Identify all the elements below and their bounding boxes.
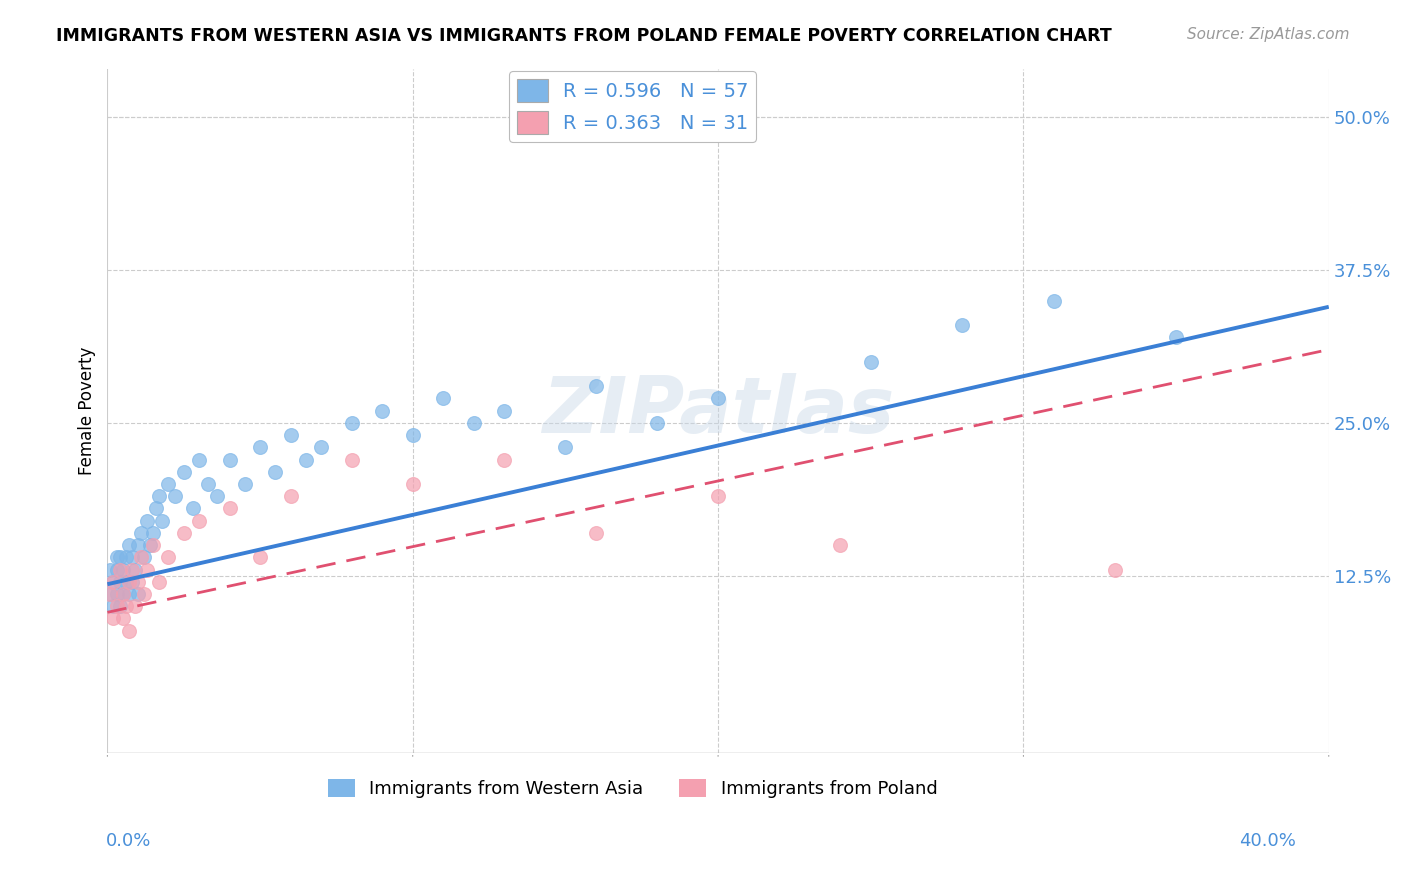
Point xyxy=(129,525,152,540)
Point xyxy=(1164,330,1187,344)
Point xyxy=(105,587,128,601)
Point xyxy=(148,574,170,589)
Point xyxy=(707,489,730,503)
Point xyxy=(114,599,136,614)
Point xyxy=(127,538,149,552)
Point xyxy=(139,538,162,552)
Point xyxy=(181,501,204,516)
Point xyxy=(280,489,302,503)
Point xyxy=(121,550,143,565)
Point xyxy=(218,452,240,467)
Point xyxy=(111,563,134,577)
Text: 0.0%: 0.0% xyxy=(105,832,150,850)
Point xyxy=(280,428,302,442)
Point xyxy=(121,563,143,577)
Point xyxy=(124,599,146,614)
Point xyxy=(340,416,363,430)
Point xyxy=(124,563,146,577)
Point xyxy=(309,441,332,455)
Point xyxy=(585,379,607,393)
Point xyxy=(111,587,134,601)
Point xyxy=(148,489,170,503)
Point xyxy=(1104,563,1126,577)
Point xyxy=(197,477,219,491)
Point xyxy=(105,563,128,577)
Point xyxy=(100,563,122,577)
Point xyxy=(121,574,143,589)
Point xyxy=(830,538,852,552)
Point xyxy=(340,452,363,467)
Point xyxy=(108,563,131,577)
Point xyxy=(132,550,155,565)
Text: Source: ZipAtlas.com: Source: ZipAtlas.com xyxy=(1187,27,1350,42)
Point xyxy=(150,514,173,528)
Point xyxy=(111,611,134,625)
Point xyxy=(136,563,159,577)
Point xyxy=(118,538,141,552)
Point xyxy=(108,599,131,614)
Point xyxy=(432,392,454,406)
Point xyxy=(145,501,167,516)
Point xyxy=(142,525,165,540)
Point xyxy=(494,452,516,467)
Point xyxy=(127,587,149,601)
Point xyxy=(127,574,149,589)
Point xyxy=(188,514,211,528)
Point xyxy=(111,587,134,601)
Text: IMMIGRANTS FROM WESTERN ASIA VS IMMIGRANTS FROM POLAND FEMALE POVERTY CORRELATIO: IMMIGRANTS FROM WESTERN ASIA VS IMMIGRAN… xyxy=(56,27,1112,45)
Point xyxy=(585,525,607,540)
Point xyxy=(157,477,180,491)
Point xyxy=(1043,293,1066,308)
Point xyxy=(218,501,240,516)
Point xyxy=(707,392,730,406)
Point xyxy=(207,489,229,503)
Point xyxy=(100,587,122,601)
Point xyxy=(188,452,211,467)
Point xyxy=(371,403,394,417)
Point xyxy=(103,574,125,589)
Text: ZIPatlas: ZIPatlas xyxy=(541,373,894,449)
Point xyxy=(264,465,287,479)
Point xyxy=(114,574,136,589)
Point xyxy=(105,550,128,565)
Point xyxy=(100,587,122,601)
Point xyxy=(136,514,159,528)
Point xyxy=(494,403,516,417)
Point xyxy=(950,318,973,333)
Point xyxy=(142,538,165,552)
Point xyxy=(463,416,485,430)
Point xyxy=(103,611,125,625)
Point xyxy=(249,550,271,565)
Point xyxy=(118,574,141,589)
Point xyxy=(103,574,125,589)
Point xyxy=(118,587,141,601)
Point xyxy=(173,525,195,540)
Point xyxy=(295,452,318,467)
Text: 40.0%: 40.0% xyxy=(1240,832,1296,850)
Point xyxy=(249,441,271,455)
Point xyxy=(554,441,576,455)
Point xyxy=(157,550,180,565)
Point xyxy=(108,574,131,589)
Point xyxy=(645,416,668,430)
Point xyxy=(108,550,131,565)
Point xyxy=(402,477,425,491)
Point xyxy=(129,550,152,565)
Point xyxy=(173,465,195,479)
Point xyxy=(118,624,141,638)
Y-axis label: Female Poverty: Female Poverty xyxy=(79,346,96,475)
Point xyxy=(163,489,186,503)
Point xyxy=(233,477,256,491)
Point xyxy=(859,355,882,369)
Legend: Immigrants from Western Asia, Immigrants from Poland: Immigrants from Western Asia, Immigrants… xyxy=(321,772,945,805)
Point xyxy=(402,428,425,442)
Point xyxy=(114,550,136,565)
Point xyxy=(105,599,128,614)
Point xyxy=(103,599,125,614)
Point xyxy=(132,587,155,601)
